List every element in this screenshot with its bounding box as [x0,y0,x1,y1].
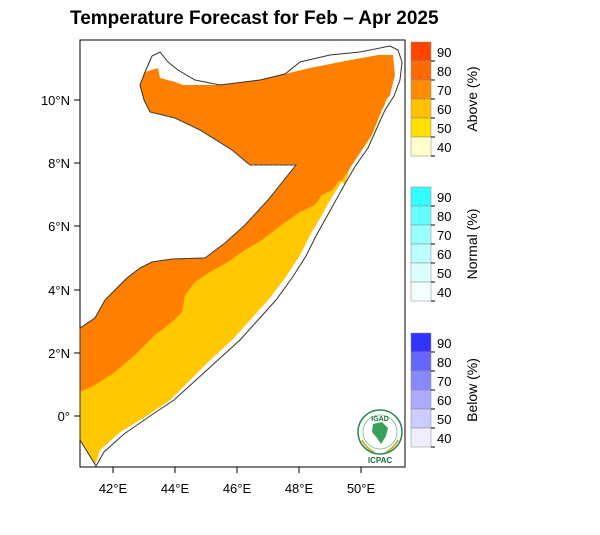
legend-tick-label: 40 [437,140,451,155]
legend-tick-label: 90 [437,45,451,60]
map-title: Temperature Forecast for Feb – Apr 2025 [70,8,439,29]
legend-tick-label: 70 [437,228,451,243]
legend-swatch [410,351,432,372]
lat-tick-label: 6°N [48,219,70,234]
legend-tick-label: 60 [437,393,451,408]
legend-swatch [410,243,432,264]
legend-swatch [410,79,432,100]
legend-tick-label: 40 [437,285,451,300]
lat-tick-label: 4°N [48,283,70,298]
legend-above: 90 80 70 60 50 40 Above (%) [410,41,480,157]
legend-swatch [410,370,432,391]
legend-title: Below (%) [464,358,480,422]
legend-tick-label: 40 [437,431,451,446]
legend-swatch [410,186,432,207]
lon-tick-label: 46°E [223,481,252,496]
legend-tick-label: 60 [437,102,451,117]
lat-tick-label: 10°N [41,93,70,108]
lon-axis-ticks [112,467,362,473]
lat-tick-label: 2°N [48,346,70,361]
legend-below: 90 80 70 60 50 40 Below (%) [410,332,480,448]
legend-swatch [410,98,432,119]
legend-tick-label: 60 [437,247,451,262]
legend-swatch [410,60,432,81]
lon-tick-labels: 42°E 44°E 46°E 48°E 50°E [99,481,376,496]
legend-normal: 90 80 70 60 50 40 Normal (%) [410,186,480,302]
legend-swatch [410,136,432,157]
legend-tick-label: 80 [437,209,451,224]
legend-tick-label: 70 [437,83,451,98]
legend-swatch [410,205,432,226]
legend-title: Above (%) [464,66,480,131]
legend-tick-label: 90 [437,336,451,351]
lon-tick-label: 42°E [99,481,128,496]
legend-swatch [410,332,432,353]
legend-swatch [410,427,432,448]
forecast-area-above-40 [362,95,390,150]
legend-swatch [410,408,432,429]
lat-axis-ticks [74,99,80,417]
forecast-area-above-60 [80,168,350,465]
lat-tick-labels: 10°N 8°N 6°N 4°N 2°N 0° [41,93,70,424]
legend-tick-label: 50 [437,121,451,136]
legend-tick-label: 80 [437,64,451,79]
icpac-logo: IGAD ICPAC [357,409,403,465]
lon-tick-label: 48°E [285,481,314,496]
legend-tick-label: 70 [437,374,451,389]
lon-tick-label: 50°E [347,481,376,496]
legend-swatch [410,41,432,62]
lat-tick-label: 0° [58,409,70,424]
legend-tick-label: 90 [437,190,451,205]
lat-tick-label: 8°N [48,156,70,171]
legend-swatch [410,281,432,302]
legend-swatch [410,224,432,245]
lon-tick-label: 44°E [161,481,190,496]
legend-title: Normal (%) [464,209,480,280]
logo-bottom-text: ICPAC [368,456,393,465]
legend-swatch [410,117,432,138]
logo-top-text: IGAD [371,416,389,423]
disputed-border [149,111,298,263]
legend-swatch [410,262,432,283]
legend-tick-label: 80 [437,355,451,370]
legend-tick-label: 50 [437,266,451,281]
legend-tick-label: 50 [437,412,451,427]
legend-swatch [410,389,432,410]
